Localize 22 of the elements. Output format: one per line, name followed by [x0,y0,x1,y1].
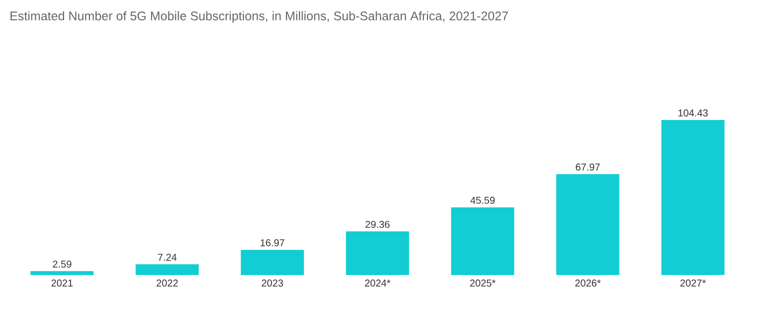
chart-title: Estimated Number of 5G Mobile Subscriptions, in Millions, Sub-Saharan Africa, 2021-2027 [10,11,508,23]
x-tick-label: 2023 [262,280,284,287]
bar [661,120,724,275]
x-tick-label: 2026* [575,280,601,287]
bar [556,174,620,275]
x-tick-label: 2027* [680,280,706,287]
bar [136,264,199,275]
data-label: 29.36 [366,220,390,228]
data-label: 2.59 [52,260,72,268]
data-label: 67.97 [576,164,600,171]
x-tick-label: 2021 [51,280,73,287]
x-tick-label: 2024* [364,280,390,287]
data-label: 16.97 [260,239,284,246]
bar [346,231,410,275]
data-label: 7.24 [158,254,177,261]
bar [30,271,94,275]
x-tick-label: 2025* [470,280,496,287]
data-label: 104.43 [678,109,708,116]
bar [240,250,304,275]
x-tick-label: 2022 [156,280,178,287]
bar [451,207,514,275]
data-label: 45.59 [470,196,495,204]
